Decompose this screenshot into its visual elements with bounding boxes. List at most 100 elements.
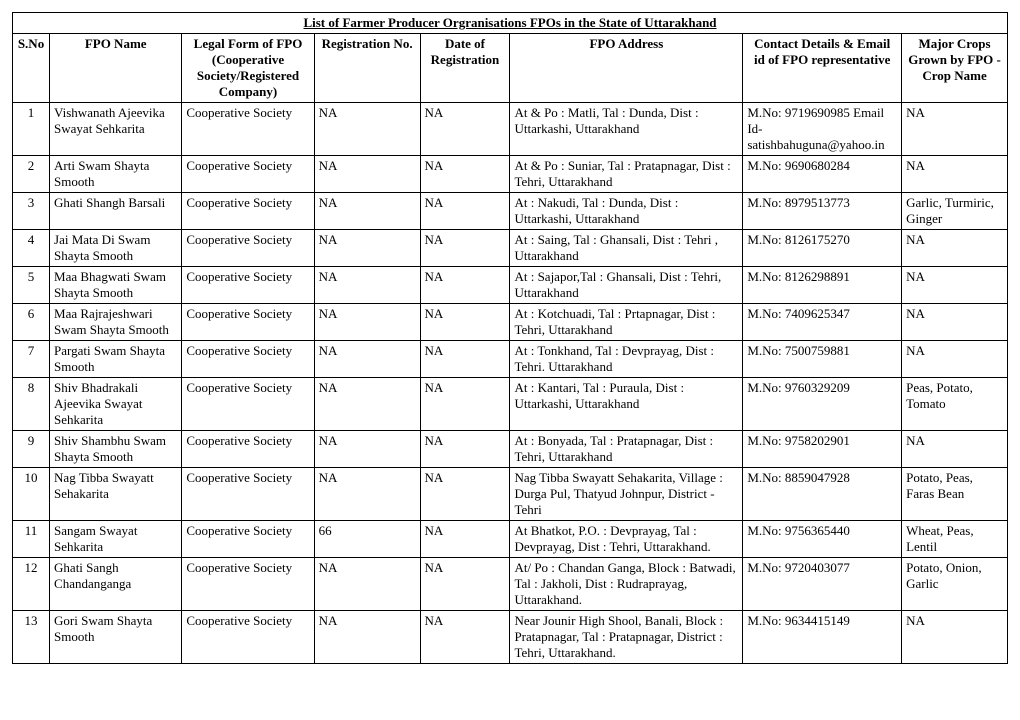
table-row: 13Gori Swam Shayta SmoothCooperative Soc…: [13, 611, 1008, 664]
cell-contact: M.No: 9720403077: [743, 558, 902, 611]
cell-legal: Cooperative Society: [182, 378, 314, 431]
cell-contact: M.No: 8979513773: [743, 193, 902, 230]
cell-legal: Cooperative Society: [182, 193, 314, 230]
fpo-table: List of Farmer Producer Orgranisations F…: [12, 12, 1008, 664]
col-header-sno: S.No: [13, 34, 50, 103]
cell-legal: Cooperative Society: [182, 521, 314, 558]
table-row: 8Shiv Bhadrakali Ajeevika Swayat Sehkari…: [13, 378, 1008, 431]
cell-addr: At : Sajapor,Tal : Ghansali, Dist : Tehr…: [510, 267, 743, 304]
table-row: 5Maa Bhagwati Swam Shayta SmoothCooperat…: [13, 267, 1008, 304]
cell-contact: M.No: 9690680284: [743, 156, 902, 193]
cell-crop: Potato, Onion, Garlic: [902, 558, 1008, 611]
cell-sno: 3: [13, 193, 50, 230]
cell-name: Ghati Shangh Barsali: [50, 193, 182, 230]
cell-crop: NA: [902, 267, 1008, 304]
cell-legal: Cooperative Society: [182, 267, 314, 304]
table-row: 9Shiv Shambhu Swam Shayta SmoothCooperat…: [13, 431, 1008, 468]
col-header-date: Date of Registration: [420, 34, 510, 103]
cell-date: NA: [420, 230, 510, 267]
cell-addr: Nag Tibba Swayatt Sehakarita, Village : …: [510, 468, 743, 521]
cell-reg: NA: [314, 558, 420, 611]
cell-reg: NA: [314, 103, 420, 156]
cell-crop: NA: [902, 103, 1008, 156]
table-row: 11Sangam Swayat SehkaritaCooperative Soc…: [13, 521, 1008, 558]
cell-crop: NA: [902, 156, 1008, 193]
cell-crop: NA: [902, 304, 1008, 341]
cell-sno: 7: [13, 341, 50, 378]
cell-reg: NA: [314, 230, 420, 267]
cell-addr: At : Kotchuadi, Tal : Prtapnagar, Dist :…: [510, 304, 743, 341]
cell-date: NA: [420, 558, 510, 611]
cell-reg: NA: [314, 611, 420, 664]
cell-sno: 8: [13, 378, 50, 431]
col-header-addr: FPO Address: [510, 34, 743, 103]
cell-name: Sangam Swayat Sehkarita: [50, 521, 182, 558]
cell-name: Maa Rajrajeshwari Swam Shayta Smooth: [50, 304, 182, 341]
cell-contact: M.No: 9634415149: [743, 611, 902, 664]
table-row: 6Maa Rajrajeshwari Swam Shayta SmoothCoo…: [13, 304, 1008, 341]
cell-contact: M.No: 8126175270: [743, 230, 902, 267]
cell-date: NA: [420, 611, 510, 664]
cell-legal: Cooperative Society: [182, 558, 314, 611]
cell-legal: Cooperative Society: [182, 304, 314, 341]
cell-contact: M.No: 9756365440: [743, 521, 902, 558]
cell-date: NA: [420, 193, 510, 230]
cell-name: Shiv Shambhu Swam Shayta Smooth: [50, 431, 182, 468]
cell-addr: At : Saing, Tal : Ghansali, Dist : Tehri…: [510, 230, 743, 267]
cell-contact: M.No: 7409625347: [743, 304, 902, 341]
table-row: 10Nag Tibba Swayatt SehakaritaCooperativ…: [13, 468, 1008, 521]
cell-addr: At : Nakudi, Tal : Dunda, Dist : Uttarka…: [510, 193, 743, 230]
col-header-crop: Major Crops Grown by FPO - Crop Name: [902, 34, 1008, 103]
table-row: 1Vishwanath Ajeevika Swayat SehkaritaCoo…: [13, 103, 1008, 156]
cell-contact: M.No: 8126298891: [743, 267, 902, 304]
table-row: 2Arti Swam Shayta SmoothCooperative Soci…: [13, 156, 1008, 193]
cell-date: NA: [420, 304, 510, 341]
cell-contact: M.No: 9719690985 Email Id- satishbahugun…: [743, 103, 902, 156]
cell-contact: M.No: 7500759881: [743, 341, 902, 378]
cell-crop: NA: [902, 341, 1008, 378]
table-row: 3Ghati Shangh BarsaliCooperative Society…: [13, 193, 1008, 230]
cell-name: Ghati Sangh Chandanganga: [50, 558, 182, 611]
cell-addr: At & Po : Suniar, Tal : Pratapnagar, Dis…: [510, 156, 743, 193]
cell-name: Shiv Bhadrakali Ajeevika Swayat Sehkarit…: [50, 378, 182, 431]
cell-reg: NA: [314, 193, 420, 230]
cell-addr: At : Tonkhand, Tal : Devprayag, Dist : T…: [510, 341, 743, 378]
table-header-row: S.No FPO Name Legal Form of FPO (Coopera…: [13, 34, 1008, 103]
cell-contact: M.No: 9758202901: [743, 431, 902, 468]
cell-addr: At & Po : Matli, Tal : Dunda, Dist : Utt…: [510, 103, 743, 156]
cell-crop: NA: [902, 611, 1008, 664]
col-header-reg: Registration No.: [314, 34, 420, 103]
cell-sno: 11: [13, 521, 50, 558]
col-header-contact: Contact Details & Email id of FPO repres…: [743, 34, 902, 103]
cell-legal: Cooperative Society: [182, 468, 314, 521]
cell-reg: NA: [314, 156, 420, 193]
cell-name: Jai Mata Di Swam Shayta Smooth: [50, 230, 182, 267]
cell-legal: Cooperative Society: [182, 230, 314, 267]
cell-legal: Cooperative Society: [182, 341, 314, 378]
cell-name: Maa Bhagwati Swam Shayta Smooth: [50, 267, 182, 304]
cell-addr: At Bhatkot, P.O. : Devprayag, Tal : Devp…: [510, 521, 743, 558]
cell-crop: Garlic, Turmiric, Ginger: [902, 193, 1008, 230]
cell-legal: Cooperative Society: [182, 431, 314, 468]
cell-crop: Wheat, Peas, Lentil: [902, 521, 1008, 558]
cell-sno: 6: [13, 304, 50, 341]
cell-crop: Peas, Potato, Tomato: [902, 378, 1008, 431]
cell-date: NA: [420, 378, 510, 431]
cell-date: NA: [420, 267, 510, 304]
cell-legal: Cooperative Society: [182, 611, 314, 664]
cell-name: Arti Swam Shayta Smooth: [50, 156, 182, 193]
cell-date: NA: [420, 468, 510, 521]
cell-crop: NA: [902, 431, 1008, 468]
cell-sno: 10: [13, 468, 50, 521]
cell-reg: NA: [314, 378, 420, 431]
cell-date: NA: [420, 521, 510, 558]
cell-crop: Potato, Peas, Faras Bean: [902, 468, 1008, 521]
cell-sno: 13: [13, 611, 50, 664]
cell-legal: Cooperative Society: [182, 156, 314, 193]
table-title: List of Farmer Producer Orgranisations F…: [13, 13, 1008, 34]
cell-reg: NA: [314, 341, 420, 378]
col-header-name: FPO Name: [50, 34, 182, 103]
table-row: 7Pargati Swam Shayta SmoothCooperative S…: [13, 341, 1008, 378]
cell-contact: M.No: 8859047928: [743, 468, 902, 521]
table-title-row: List of Farmer Producer Orgranisations F…: [13, 13, 1008, 34]
